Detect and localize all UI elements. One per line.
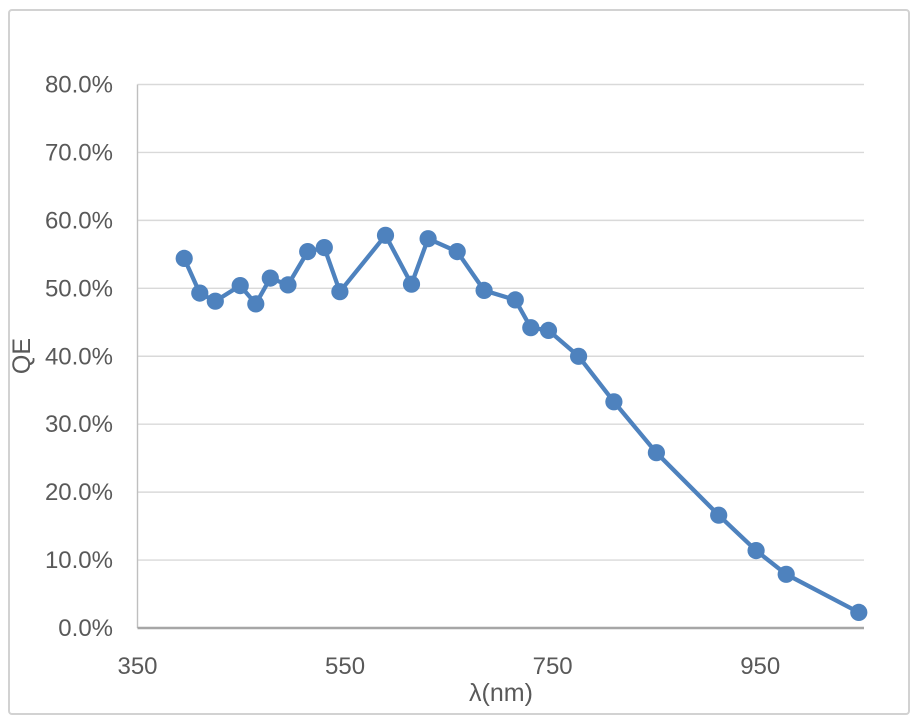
data-point-marker [279, 276, 297, 294]
data-point-marker [247, 295, 265, 313]
data-point-marker [605, 393, 623, 411]
data-point-marker [647, 444, 666, 462]
y-tick-label: 10.0% [45, 547, 113, 574]
data-point-marker [522, 319, 540, 337]
x-tick-label: 550 [325, 653, 365, 680]
y-tick-label: 80.0% [45, 72, 113, 99]
x-axis-title: λ(nm) [469, 679, 533, 707]
data-point-marker [299, 243, 317, 261]
data-point-marker [506, 291, 524, 309]
y-axis-title: QE [8, 338, 36, 374]
data-point-marker [448, 243, 466, 261]
data-point-marker [376, 226, 395, 244]
x-tick-label: 950 [740, 653, 780, 680]
y-tick-label: 30.0% [45, 411, 113, 438]
data-point-marker [231, 277, 249, 295]
data-point-marker [475, 281, 493, 299]
data-point-marker [419, 230, 437, 248]
data-point-marker [539, 321, 558, 339]
x-tick-label: 350 [117, 653, 157, 680]
x-tick-label: 750 [533, 653, 573, 680]
data-point-marker [570, 347, 588, 365]
data-point-marker [331, 283, 349, 301]
y-tick-label: 70.0% [45, 139, 113, 166]
data-point-marker [710, 506, 728, 524]
y-tick-label: 0.0% [58, 615, 113, 642]
data-point-marker [850, 603, 868, 622]
data-point-marker [206, 292, 224, 310]
y-tick-label: 50.0% [45, 275, 113, 302]
data-point-marker [315, 239, 333, 257]
data-point-marker [402, 275, 421, 293]
chart-plot-frame [8, 9, 910, 715]
y-tick-label: 20.0% [45, 479, 113, 506]
data-point-marker [261, 269, 279, 287]
data-point-marker [175, 249, 193, 267]
y-tick-label: 60.0% [45, 207, 113, 234]
data-point-marker [191, 284, 209, 302]
y-tick-label: 40.0% [45, 343, 113, 370]
data-point-marker [747, 542, 765, 560]
data-point-marker [777, 565, 795, 583]
